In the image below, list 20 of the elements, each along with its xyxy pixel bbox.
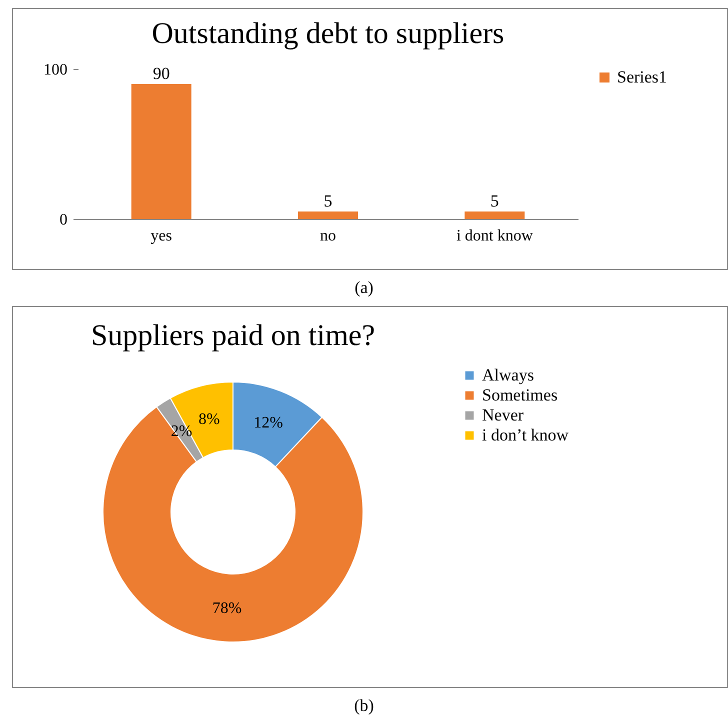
data-label: 8% [198, 411, 220, 428]
text: (b) [353, 696, 375, 716]
legend-label: Never [482, 406, 524, 424]
legend-label: Sometimes [482, 386, 558, 404]
legend-label: i don’t know [482, 426, 570, 444]
data-label: 5 [324, 192, 332, 210]
data-label: 5 [490, 192, 499, 210]
y-tick-label: 100 [44, 62, 68, 78]
y-tick-label: 0 [60, 212, 68, 228]
chart-title: Suppliers paid on time? [90, 319, 376, 352]
x-tick-label: i dont know [456, 228, 534, 244]
data-label: 12% [254, 414, 284, 432]
x-tick-label: no [320, 228, 336, 244]
x-tick-label: yes [150, 228, 172, 244]
data-label: 90 [152, 64, 170, 83]
legend-label: Series1 [617, 68, 668, 86]
text: (a) [354, 278, 374, 298]
chart-title: Outstanding debt to suppliers [152, 17, 504, 50]
data-label: 78% [212, 600, 242, 617]
legend-label: Always [482, 366, 534, 384]
